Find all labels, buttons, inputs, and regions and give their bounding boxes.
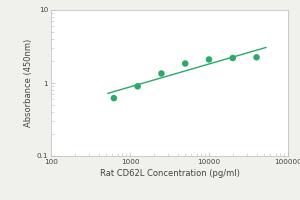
Point [159,72,164,75]
X-axis label: Rat CD62L Concentration (pg/ml): Rat CD62L Concentration (pg/ml) [100,169,239,178]
Point [112,97,116,100]
Y-axis label: Absorbance (450nm): Absorbance (450nm) [24,39,33,127]
Point [207,58,212,61]
Point [183,62,188,65]
Point [254,56,259,59]
Point [230,56,235,60]
Point [135,85,140,88]
